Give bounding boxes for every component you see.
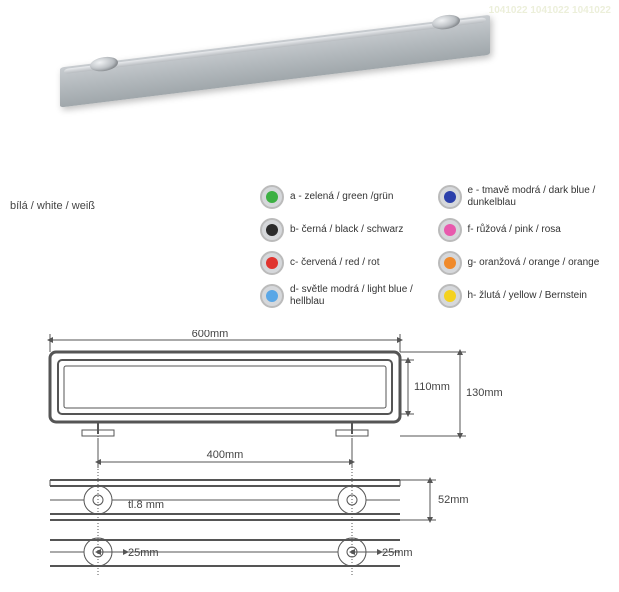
swatch-label: c- červená / red / rot [290,257,379,269]
swatch-label: h- žlutá / yellow / Bernstein [468,290,588,302]
swatch-label: g- oranžová / orange / orange [468,257,600,269]
swatch-label: d- světle modrá / light blue / hellblau [290,284,435,308]
swatch-c: c- červená / red / rot [260,246,435,279]
dim-depth: 52mm [438,494,469,506]
swatch-icon [260,284,284,308]
dim-h-inner: 110mm [414,381,450,393]
color-swatches: a - zelená / green /grün b- černá / blac… [260,180,615,315]
swatch-h: h- žlutá / yellow / Bernstein [438,279,613,312]
swatch-d: d- světle modrá / light blue / hellblau [260,279,435,312]
swatch-label: a - zelená / green /grün [290,191,393,203]
mount-left [82,422,114,436]
dim-offset-left: 25mm [128,547,159,559]
technical-drawing: 600mm 110mm 130mm 400mm tl.8 mm 52mm [10,330,610,585]
swatch-icon [438,284,462,308]
swatch-icon [438,185,462,209]
swatch-a: a - zelená / green /grün [260,180,435,213]
swatch-b: b- černá / black / schwarz [260,213,435,246]
swatch-icon [438,218,462,242]
swatch-label: e - tmavě modrá / dark blue / dunkelblau [468,185,613,209]
swatch-icon [260,218,284,242]
swatch-e: e - tmavě modrá / dark blue / dunkelblau [438,180,613,213]
swatch-g: g- oranžová / orange / orange [438,246,613,279]
swatch-icon [438,251,462,275]
dim-h-overall: 130mm [466,387,503,399]
base-color-label: bílá / white / weiß [10,200,95,212]
dim-thickness: tl.8 mm [128,499,164,511]
dim-mount-spacing: 400mm [207,449,244,461]
drawing-svg: 600mm 110mm 130mm 400mm tl.8 mm 52mm [10,330,610,585]
swatch-icon [260,251,284,275]
mount-right [336,422,368,436]
dim-width: 600mm [192,330,229,340]
product-render [30,15,530,165]
dim-offset-right: 25mm [382,547,413,559]
shelf-3d [60,15,490,113]
watermark: 1041022 1041022 1041022 [489,4,611,17]
swatch-icon [260,185,284,209]
swatch-label: f- růžová / pink / rosa [468,224,561,236]
swatch-f: f- růžová / pink / rosa [438,213,613,246]
swatch-label: b- černá / black / schwarz [290,224,403,236]
